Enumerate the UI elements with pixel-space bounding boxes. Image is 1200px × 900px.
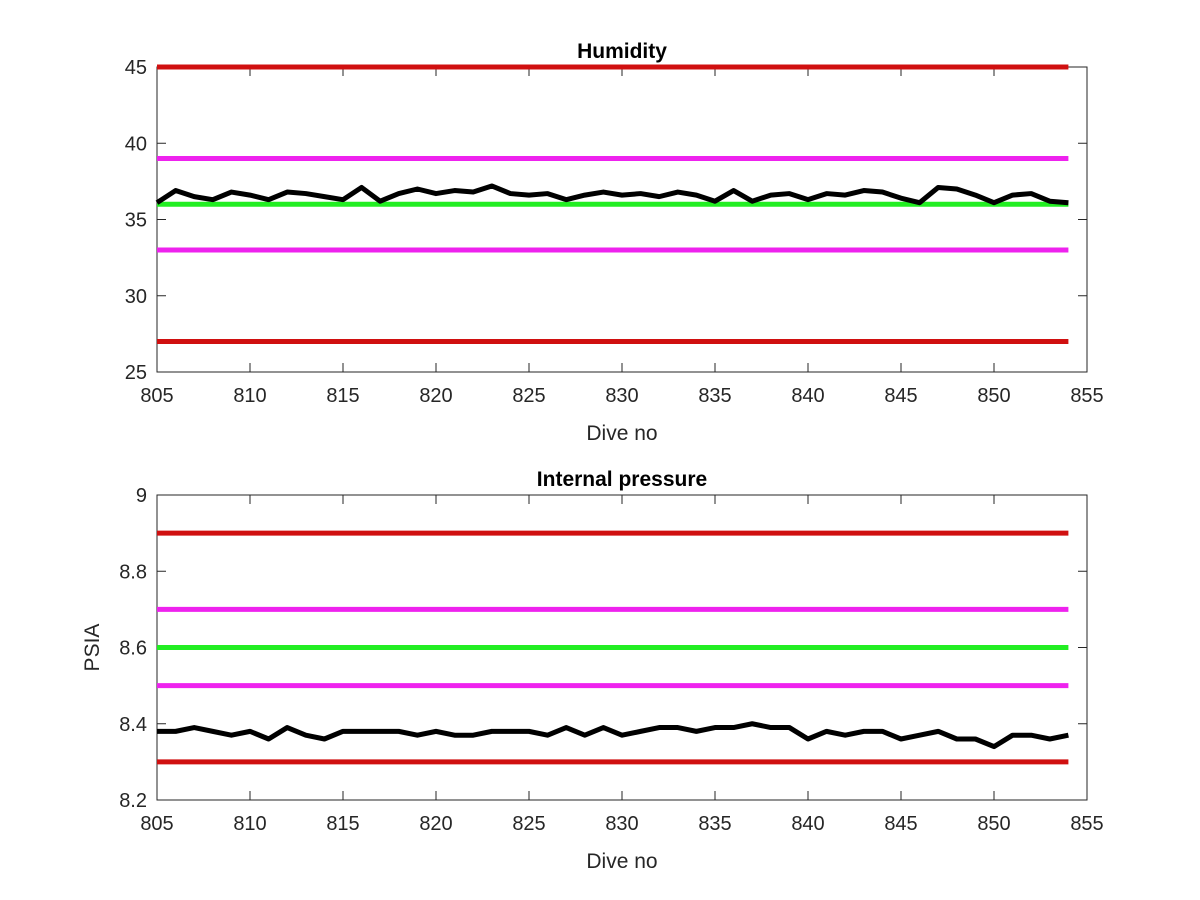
humidity-y-tick-label: 45 [125,57,147,79]
humidity-x-tick-label: 845 [884,385,917,407]
pressure-chart-title: Internal pressure [537,468,707,491]
humidity-x-tick-label: 835 [698,385,731,407]
humidity-y-tick-label: 40 [125,133,147,155]
pressure-y-tick-label: 8.8 [119,561,147,583]
humidity-y-tick-label: 35 [125,210,147,232]
pressure-y-axis-label: PSIA [81,624,104,672]
pressure-x-axis-label: Dive no [586,850,657,873]
humidity-chart-title: Humidity [577,40,667,63]
pressure-x-tick-label: 855 [1070,813,1103,835]
humidity-x-axis-label: Dive no [586,422,657,445]
pressure-x-tick-label: 850 [977,813,1010,835]
humidity-x-tick-label: 830 [605,385,638,407]
pressure-x-tick-label: 845 [884,813,917,835]
pressure-chart: 805 810 815 820 825 830 835 840 845 850 855 8.2 8.4 8… [81,468,1104,873]
pressure-x-tick-label: 810 [233,813,266,835]
pressure-x-tick-label: 805 [140,813,173,835]
pressure-y-tick-label: 8.6 [119,638,147,660]
humidity-x-tick-label: 850 [977,385,1010,407]
humidity-x-tick-label: 815 [326,385,359,407]
humidity-y-tick-label: 25 [125,362,147,384]
humidity-chart: 805 810 815 820 825 830 835 840 845 850 855 25 30 35 4… [125,40,1104,445]
humidity-series-line [155,183,1069,206]
humidity-y-tick-label: 30 [125,286,147,308]
pressure-x-tick-label: 840 [791,813,824,835]
pressure-x-tick-label: 835 [698,813,731,835]
humidity-axes-box [156,66,1088,373]
pressure-x-tick-label: 820 [419,813,452,835]
pressure-y-tick-label: 8.2 [119,790,147,812]
pressure-x-tick-label: 825 [512,813,545,835]
pressure-x-tick-label: 815 [326,813,359,835]
humidity-x-tick-label: 855 [1070,385,1103,407]
humidity-x-tick-label: 840 [791,385,824,407]
humidity-x-tick-label: 810 [233,385,266,407]
pressure-series-line [157,721,1069,750]
humidity-x-tick-label: 820 [419,385,452,407]
pressure-x-tick-label: 830 [605,813,638,835]
humidity-x-tick-label: 825 [512,385,545,407]
pressure-y-tick-label: 9 [136,485,147,507]
pressure-y-tick-label: 8.4 [119,714,147,736]
humidity-x-tick-label: 805 [140,385,173,407]
